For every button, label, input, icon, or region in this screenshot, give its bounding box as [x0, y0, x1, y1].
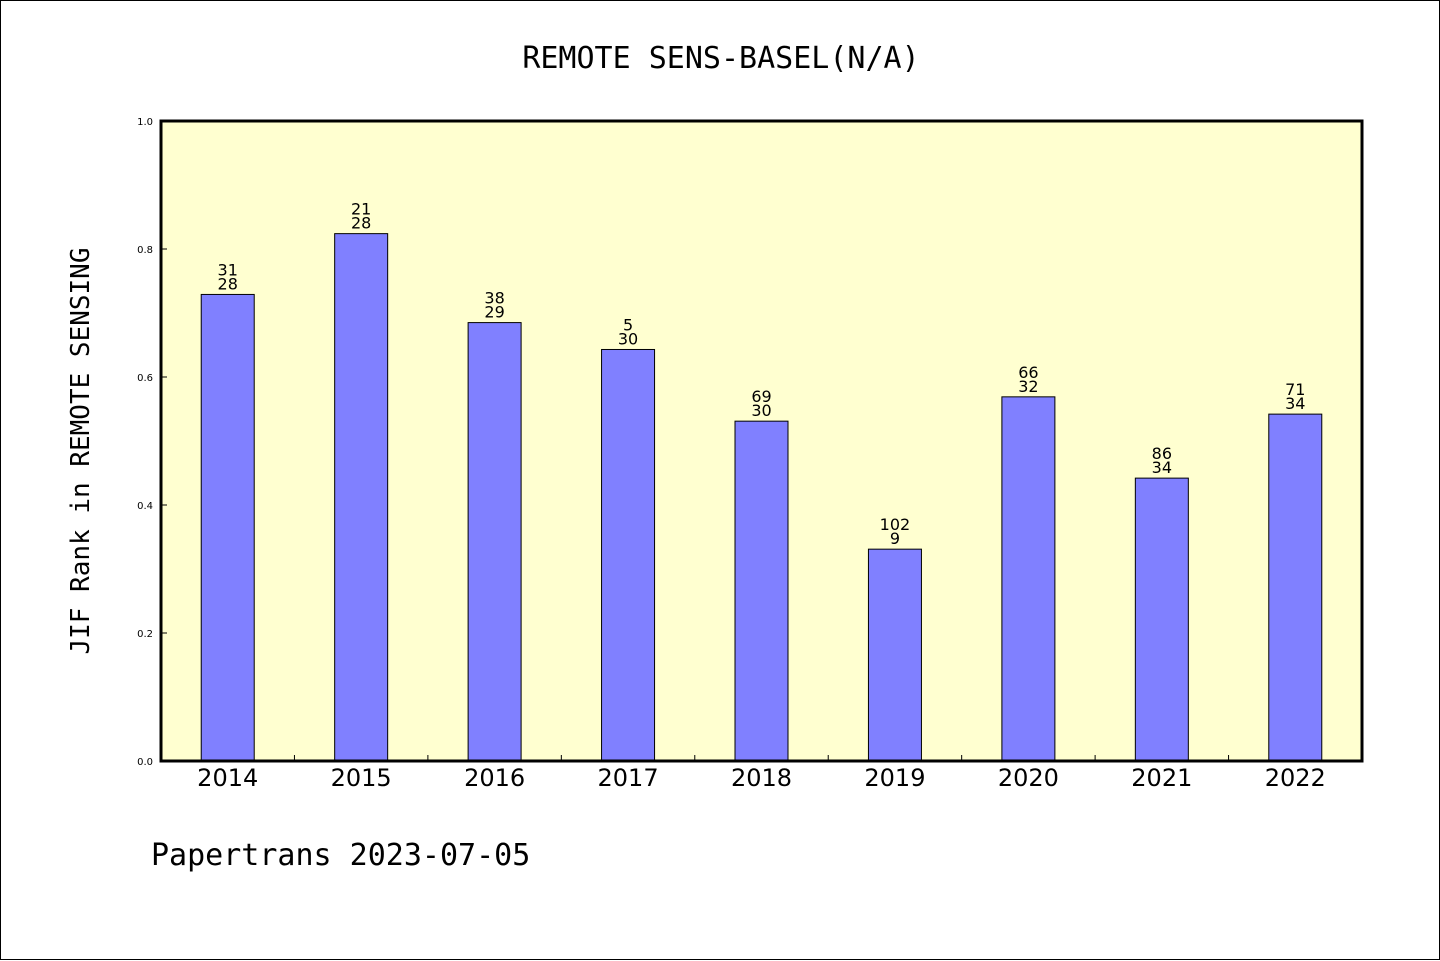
bar-2016 — [467, 322, 522, 762]
bar-label-bottom-2018: 30 — [751, 401, 771, 420]
bar-label-top-2020: 66 — [1018, 363, 1038, 382]
bar-2015 — [334, 233, 389, 762]
bar-label-bottom-2019: 9 — [890, 529, 900, 548]
y-tick-label-1.0: 1.0 — [137, 117, 153, 128]
bar-2020 — [1001, 396, 1056, 762]
x-axis: 2014 2015 2016 2017 2018 2019 2020 2021 2022 — [197, 755, 1326, 792]
bar-label-bottom-2020: 32 — [1018, 377, 1038, 396]
bar-label-top-2019: 102 — [880, 515, 911, 534]
x-tick-label-2017: 2017 — [598, 764, 659, 792]
bar-2018 — [734, 420, 789, 762]
y-tick-label-0.4: 0.4 — [137, 501, 153, 512]
x-tick-label-2019: 2019 — [864, 764, 925, 792]
bar-label-top-2022: 71 — [1285, 380, 1305, 399]
chart-title: REMOTE SENS-BASEL(N/A) — [522, 41, 919, 76]
bar-label-bottom-2014: 28 — [218, 274, 238, 293]
bars-layer — [200, 233, 1323, 762]
bar-2019 — [867, 548, 922, 762]
y-axis-label: JIF Rank in REMOTE SENSING — [66, 248, 96, 655]
bar-label-top-2017: 5 — [623, 315, 633, 334]
x-tick-label-2015: 2015 — [331, 764, 392, 792]
bar-label-bottom-2022: 34 — [1285, 394, 1305, 413]
bar-2021 — [1134, 477, 1189, 762]
y-tick-label-0.6: 0.6 — [137, 373, 153, 384]
x-tick-label-2022: 2022 — [1265, 764, 1326, 792]
y-tick-label-0.8: 0.8 — [137, 245, 153, 256]
bar-label-top-2014: 31 — [218, 260, 238, 279]
x-tick-label-2018: 2018 — [731, 764, 792, 792]
x-tick-label-2020: 2020 — [998, 764, 1059, 792]
bar-2014 — [200, 293, 255, 762]
bar-2017 — [601, 348, 656, 762]
bar-label-bottom-2016: 29 — [484, 303, 504, 322]
bar-label-top-2015: 21 — [351, 200, 371, 219]
x-tick-label-2016: 2016 — [464, 764, 525, 792]
plot-border — [159, 119, 1364, 763]
bar-label-top-2021: 86 — [1152, 444, 1172, 463]
footer-date-stamp: Papertrans 2023-07-05 — [151, 838, 530, 873]
y-tick-label-0.2: 0.2 — [137, 629, 153, 640]
bar-label-bottom-2015: 28 — [351, 214, 371, 233]
bar-label-top-2018: 69 — [751, 387, 771, 406]
bar-label-bottom-2021: 34 — [1152, 458, 1172, 477]
bar-label-bottom-2017: 30 — [618, 329, 638, 348]
y-tick-label-0.0: 0.0 — [137, 757, 153, 768]
bar-label-top-2016: 38 — [484, 289, 504, 308]
x-tick-label-2014: 2014 — [197, 764, 258, 792]
bar-2022 — [1268, 413, 1323, 762]
x-tick-label-2021: 2021 — [1131, 764, 1192, 792]
